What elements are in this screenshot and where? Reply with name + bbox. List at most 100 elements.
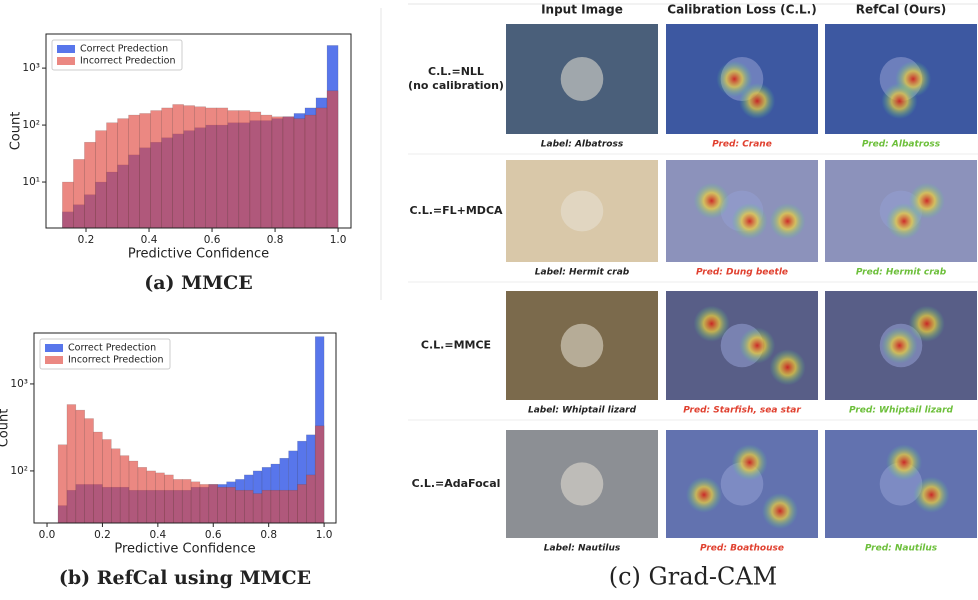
image-label: Label: Nautilus [544,544,621,554]
image-label: Label: Hermit crab [535,268,630,278]
bar [218,487,227,523]
bar [162,108,173,228]
legend-label: Correct Predection [80,44,168,55]
bar [173,104,184,228]
bar [147,471,156,523]
bar [217,108,228,228]
bar [200,484,209,523]
legend-label: Correct Predection [68,343,156,354]
bar [209,484,218,523]
bar [306,475,315,523]
bar [261,115,272,228]
bar [195,107,206,228]
x-axis-label: Predictive Confidence [128,247,269,262]
bar [239,111,250,228]
image-label: Label: Albatross [541,140,624,150]
cam-spot [739,328,775,364]
cam-spot [770,203,806,239]
x-tick-label: 0.8 [260,529,277,541]
bar [151,111,162,228]
caption: (b) RefCal using MMCE [59,567,311,589]
bar [253,494,262,523]
bar [206,108,217,228]
caption: (a) MMCE [144,272,253,294]
legend-label: Incorrect Predection [68,355,164,366]
method-label: C.L.=FL+MDCA [409,204,503,217]
cam-spot [881,83,917,119]
cam-spot [762,493,798,529]
y-tick-label: 10³ [22,62,40,74]
y-tick-label: 10³ [10,378,28,390]
method-label: (no calibration) [408,79,504,92]
bar [271,490,280,523]
cam-spot [886,444,922,480]
bar [280,490,289,523]
x-tick-label: 0.2 [94,529,111,541]
bar [294,119,305,228]
bar [62,182,73,228]
prediction: Pred: Whiptail lizard [849,406,953,416]
bar [85,419,94,523]
column-header: Calibration Loss (C.L.) [667,3,816,17]
x-tick-label: 0.4 [149,529,166,541]
x-tick-label: 0.4 [141,234,158,246]
bar [94,432,103,523]
bar [289,490,298,523]
bar [76,410,85,523]
legend-swatch [57,57,75,65]
legend-swatch [45,356,63,364]
bar [305,115,316,228]
bar [182,479,191,523]
prediction: Pred: Crane [712,140,772,150]
page: {"chart_data": [ {"type": "hist", "capti… [0,0,978,596]
image-label: Label: Whiptail lizard [528,406,637,416]
bar [184,106,195,228]
bar [244,490,253,523]
image-object [561,57,604,101]
bar [283,117,294,228]
image-object [561,324,604,368]
bar [118,119,129,228]
figure: 0.2 0.4 0.6 0.8 1.0 10¹ 10² 10³ Predictive Confi… [0,0,978,596]
x-tick-label: 0.8 [267,234,284,246]
x-tick-label: 0.0 [39,529,56,541]
cam-spot [909,183,945,219]
x-tick-label: 1.0 [316,529,333,541]
bar [262,490,271,523]
caption: (c) Grad-CAM [609,563,778,591]
method-label: C.L.=NLL [428,65,484,78]
bar [111,449,120,523]
bar [120,456,129,523]
y-axis-label: Count [9,112,24,151]
bar [272,117,283,228]
bar [316,108,327,228]
y-tick-label: 10² [22,119,40,131]
y-axis-label: Count [0,409,12,448]
cam-spot [732,203,768,239]
bar [140,113,151,228]
y-tick-label: 10¹ [22,176,40,188]
legend-swatch [57,45,75,53]
prediction: Pred: Starfish, sea star [683,406,801,416]
bar [84,142,95,228]
bar [102,439,111,523]
method-label: C.L.=AdaFocal [412,477,501,490]
legend-label: Incorrect Predection [80,56,176,67]
cam-spot [732,444,768,480]
cam-spot [770,349,806,385]
bar [138,467,147,523]
bar [235,490,244,523]
bar [58,445,67,523]
bar [173,479,182,523]
cam-spot [686,477,722,513]
bar [164,475,173,523]
bar [95,131,106,228]
x-tick-label: 0.6 [204,234,221,246]
cam-spot [694,306,730,342]
bar [73,159,84,228]
prediction: Pred: Boathouse [700,544,784,554]
image-object [561,462,604,505]
prediction: Pred: Albatross [862,140,941,150]
bar [227,487,236,523]
bar [156,473,165,523]
